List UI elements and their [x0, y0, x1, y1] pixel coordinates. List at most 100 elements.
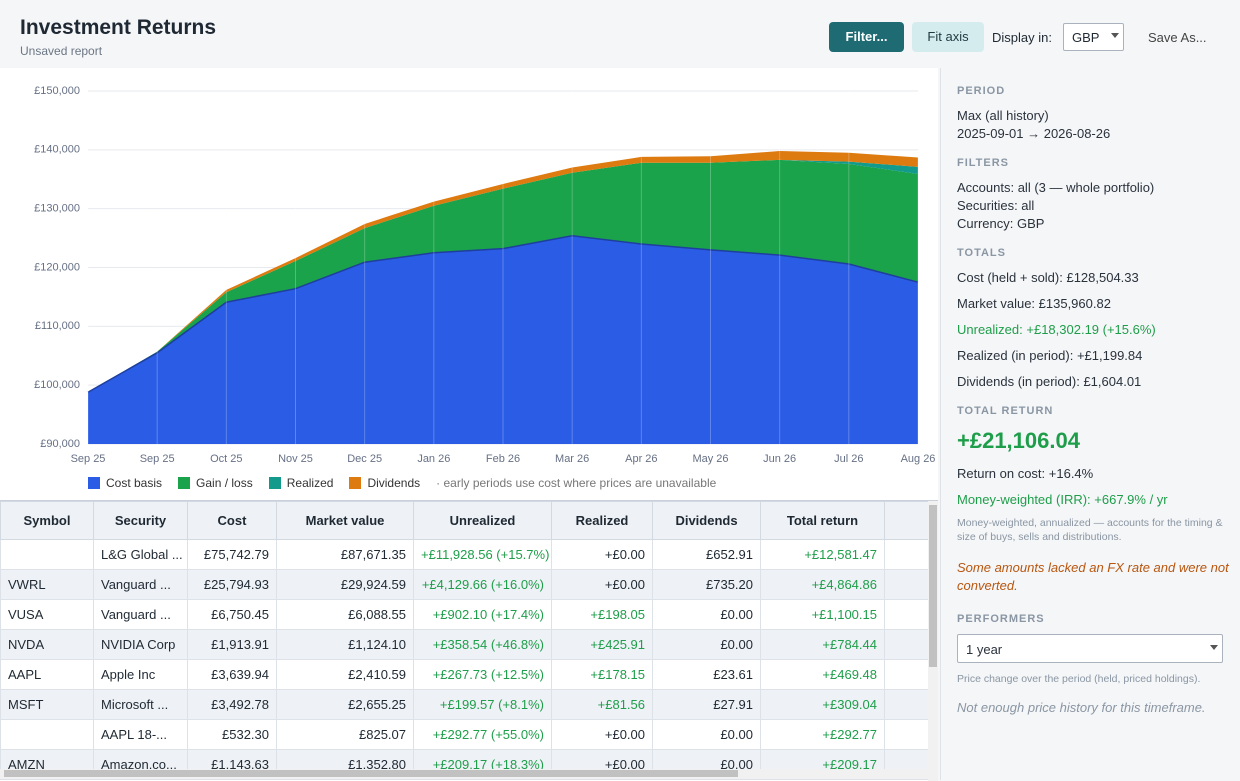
- table-cell: £25,794.93: [187, 569, 277, 600]
- table-cell: £2,655.25: [276, 689, 414, 720]
- table-cell: +£267.73 (+12.5%): [413, 659, 552, 690]
- table-cell: +£292.77 (+55.0%): [413, 719, 552, 750]
- irr-note: Money-weighted, annualized — accounts fo…: [957, 517, 1223, 543]
- x-tick-label: Dec 25: [347, 453, 382, 465]
- legend-item: Cost basis: [88, 476, 162, 490]
- legend-item: Gain / loss: [178, 476, 253, 490]
- y-tick-label: £120,000: [34, 261, 80, 273]
- table-cell: +£4,864.86: [760, 569, 885, 600]
- period-dates: 2025-09-01 → 2026-08-26: [957, 126, 1111, 141]
- vertical-scrollbar[interactable]: [928, 501, 938, 781]
- legend-swatch: [178, 477, 191, 489]
- table-cell: +£1,100.15: [760, 599, 885, 630]
- table-cell: MSFT: [0, 689, 94, 720]
- column-header: Cost: [187, 501, 277, 540]
- chart: £90,000 £100,000 £110,000 £120,000 £130,000 £…: [34, 85, 936, 465]
- area-top-line: [87, 234, 919, 393]
- table-cell: +£902.10 (+17.4%): [413, 599, 552, 630]
- performers-empty: Not enough price history for this timefr…: [957, 700, 1206, 715]
- filter-button[interactable]: Filter...: [829, 22, 904, 52]
- currency-select[interactable]: GBP: [1063, 23, 1124, 51]
- table-cell: +£425.91: [551, 629, 653, 660]
- table-cell: +£0.00: [551, 719, 653, 750]
- table-row: VUSA Vanguard ... £6,750.45 £6,088.55 +£902.…: [0, 599, 938, 630]
- column-header: Symbol: [0, 501, 94, 540]
- section-heading: PERFORMERS: [957, 613, 1045, 625]
- table-row: L&G Global ... £75,742.79 £87,671.35 +£11,9…: [0, 539, 938, 570]
- table-cell: £735.20: [652, 569, 761, 600]
- y-tick-label: £110,000: [35, 320, 80, 332]
- horizontal-scrollbar[interactable]: [0, 769, 928, 779]
- performers-note: Price change over the period (held, pric…: [957, 673, 1201, 685]
- column-header: Total return: [760, 501, 885, 540]
- table-row: VWRL Vanguard ... £25,794.93 £29,924.59 +£4,…: [0, 569, 938, 600]
- total-return-value: +£21,106.04: [957, 428, 1080, 453]
- section-heading: PERIOD: [957, 85, 1006, 97]
- filter-line: Currency: GBP: [957, 216, 1045, 231]
- filter-line: Securities: all: [957, 198, 1035, 213]
- table-cell: +£178.15: [551, 659, 653, 690]
- legend-note: · early periods use cost where prices ar…: [436, 476, 717, 490]
- table-cell: VWRL: [0, 569, 94, 600]
- table-row: AAPL 18-... £532.30 £825.07 +£292.77 (+55.0…: [0, 719, 938, 750]
- table-cell: £0.00: [652, 629, 761, 660]
- table-cell: [0, 719, 94, 750]
- period-name: Max (all history): [957, 108, 1049, 123]
- legend-label: Realized: [286, 476, 334, 490]
- legend-label: Dividends: [367, 476, 421, 490]
- total-line: Cost (held + sold): £128,504.33: [957, 270, 1139, 285]
- x-tick-label: Jun 26: [763, 453, 796, 465]
- area-series: [88, 159, 918, 393]
- table-cell: £27.91: [652, 689, 761, 720]
- table-cell: £23.61: [652, 659, 761, 690]
- legend-label: Gain / loss: [196, 476, 253, 490]
- table-cell: +£0.00: [551, 569, 653, 600]
- column-header: Realized: [551, 501, 653, 540]
- column-header: Security: [93, 501, 188, 540]
- table-cell: £532.30: [187, 719, 277, 750]
- table-cell: +£81.56: [551, 689, 653, 720]
- display-label: Display in:: [992, 30, 1052, 45]
- scroll-thumb-h[interactable]: [4, 770, 738, 777]
- table-cell: Vanguard ...: [93, 599, 188, 630]
- table-cell: Microsoft ...: [93, 689, 188, 720]
- table-cell: +£4,129.66 (+16.0%): [413, 569, 552, 600]
- holdings-table: Symbol Security Cost Market value Unrealized…: [0, 501, 938, 780]
- table-cell: £1,913.91: [187, 629, 277, 660]
- table-cell: £0.00: [652, 599, 761, 630]
- y-tick-label: £130,000: [34, 203, 80, 215]
- sidebar: PERIOD Max (all history) 2025-09-01 → 20…: [940, 68, 1240, 780]
- performers-select[interactable]: 1 year: [957, 634, 1223, 663]
- performers-period: 1 year: [966, 642, 1003, 657]
- title: Investment Returns: [20, 16, 217, 39]
- x-tick-label: Aug 26: [901, 453, 936, 465]
- column-header: Dividends: [652, 501, 761, 540]
- table-cell: NVDA: [0, 629, 94, 660]
- total-line: Realized (in period): +£1,199.84: [957, 348, 1143, 363]
- table-cell: £87,671.35: [276, 539, 414, 570]
- scroll-thumb[interactable]: [929, 505, 937, 667]
- table-row: NVDA NVIDIA Corp £1,913.91 £1,124.10 +£358.5…: [0, 629, 938, 660]
- table-cell: +£12,581.47: [760, 539, 885, 570]
- column-header: Market value: [276, 501, 414, 540]
- legend-swatch: [88, 477, 100, 489]
- table-row: MSFT Microsoft ... £3,492.78 £2,655.25 +£199…: [0, 689, 938, 720]
- table-cell: AAPL 18-...: [93, 719, 188, 750]
- table-cell: +£198.05: [551, 599, 653, 630]
- table-cell: +£11,928.56 (+15.7%): [413, 539, 552, 570]
- table-cell: £2,410.59: [276, 659, 414, 690]
- x-tick-label: Oct 25: [210, 453, 242, 465]
- select-arrow: [1111, 33, 1119, 38]
- table-cell: £6,088.55: [276, 599, 414, 630]
- x-tick-label: Jan 26: [417, 453, 450, 465]
- currency-value: GBP: [1072, 30, 1100, 45]
- save-as-button[interactable]: Save As...: [1148, 30, 1207, 45]
- total-line: Unrealized: +£18,302.19 (+15.6%): [957, 322, 1156, 337]
- x-tick-label: Feb 26: [486, 453, 520, 465]
- total-line: Market value: £135,960.82: [957, 296, 1111, 311]
- x-tick-label: Nov 25: [278, 453, 313, 465]
- fit-axis-button[interactable]: Fit axis: [912, 22, 984, 52]
- table-cell: +£784.44: [760, 629, 885, 660]
- section-heading: TOTALS: [957, 247, 1006, 259]
